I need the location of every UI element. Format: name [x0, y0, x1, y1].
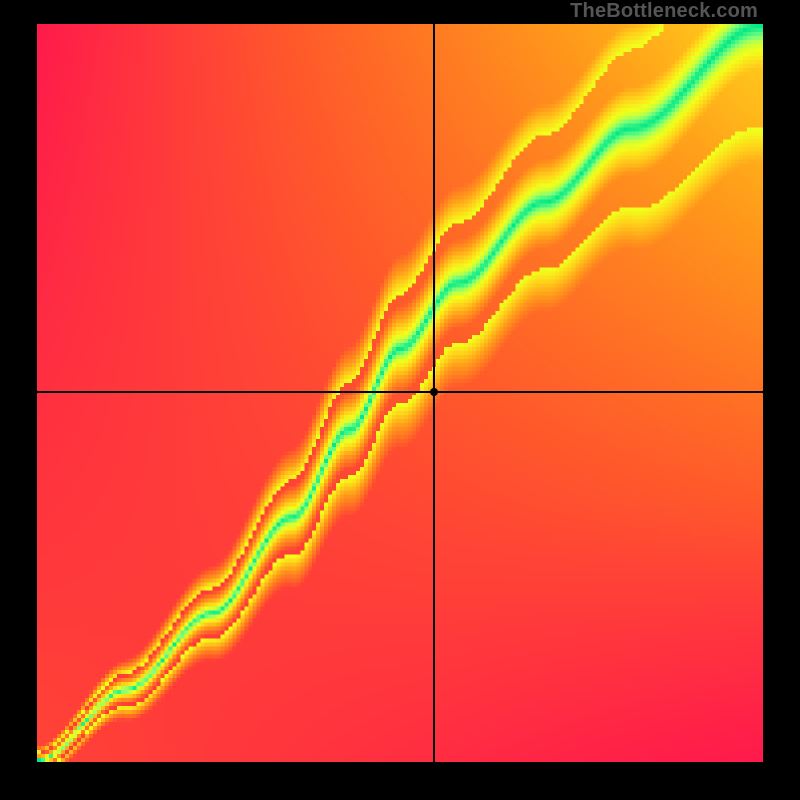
watermark-text: TheBottleneck.com [570, 0, 758, 23]
marker-point [430, 388, 438, 396]
heatmap-canvas [37, 24, 763, 762]
chart-wrapper: TheBottleneck.com [0, 0, 800, 800]
crosshair-horizontal [37, 391, 763, 393]
